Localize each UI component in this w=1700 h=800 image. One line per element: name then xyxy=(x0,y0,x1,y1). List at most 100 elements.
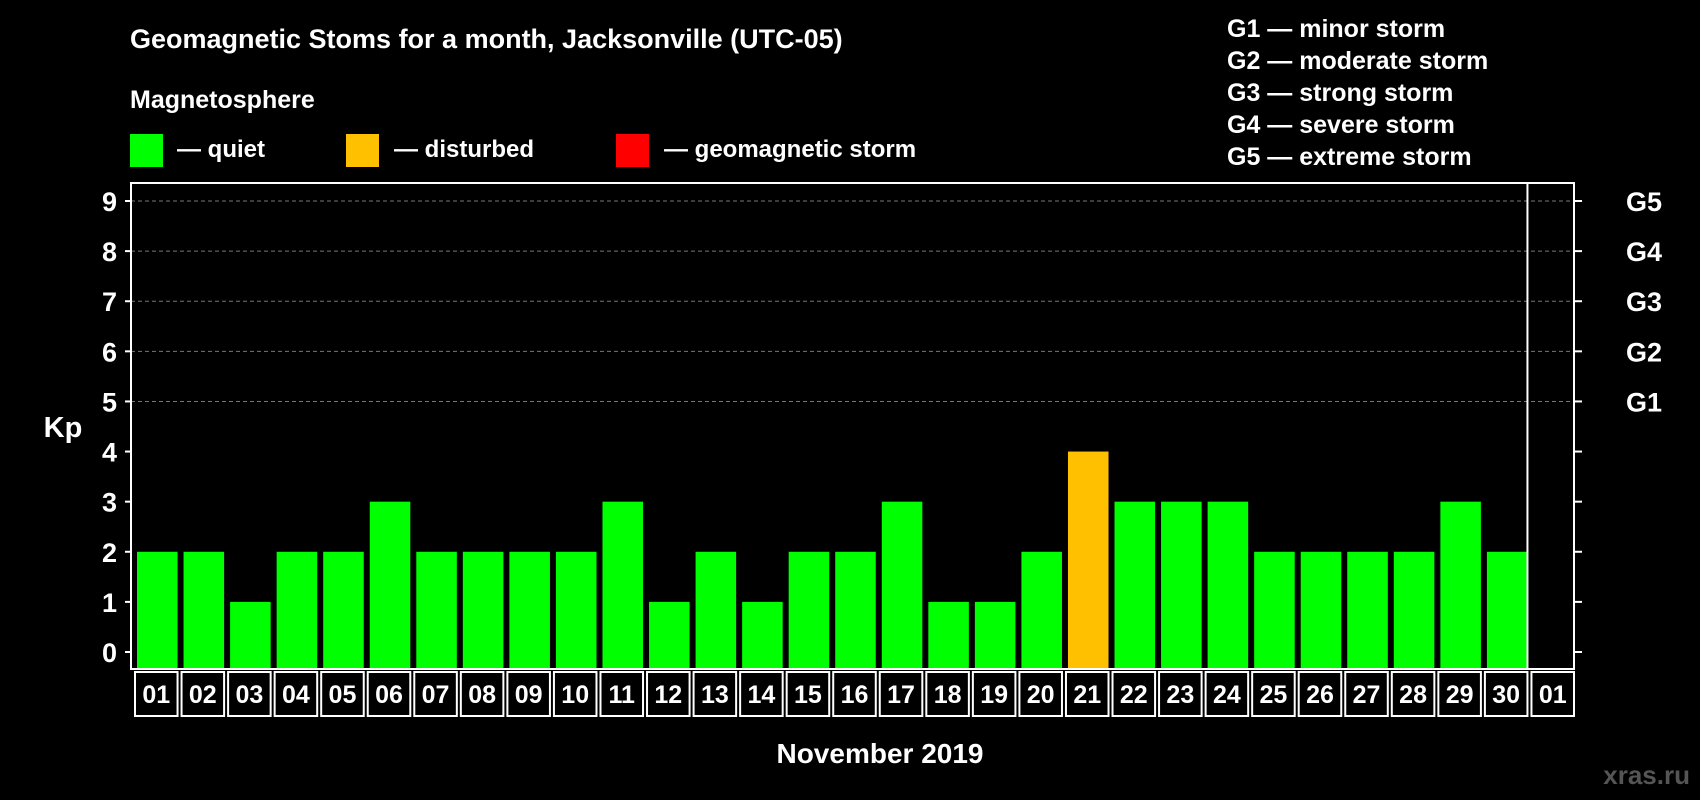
bar-13-12 xyxy=(695,551,737,669)
x-tick-label: 23 xyxy=(1166,681,1194,709)
x-tick-cell xyxy=(692,671,738,717)
x-tick-cell xyxy=(1344,671,1389,717)
legend: — quiet — disturbed — geomagnetic storm xyxy=(130,134,916,167)
storm-scale-g4: G4 — severe storm xyxy=(1227,111,1455,139)
x-tick-cell xyxy=(1158,671,1203,717)
y-tick-label: 1 xyxy=(102,588,117,618)
x-tick-label: 14 xyxy=(747,681,775,709)
bar-19-18 xyxy=(974,601,1016,669)
x-tick-label: 12 xyxy=(654,681,682,709)
x-tick-label: 09 xyxy=(515,681,543,709)
x-tick-label: 16 xyxy=(841,681,869,709)
bar-10-9 xyxy=(555,551,597,669)
y-tick-label: 8 xyxy=(102,237,117,267)
watermark: xras.ru xyxy=(1603,760,1690,790)
x-tick-label: 08 xyxy=(468,681,496,709)
x-tick-cell xyxy=(320,671,365,717)
x-axis-label: November 2019 xyxy=(776,738,983,769)
bar-25-24 xyxy=(1254,551,1295,669)
y-tick-label: 5 xyxy=(102,387,117,417)
x-tick-cell xyxy=(227,671,272,717)
g-scale-label-g3: G3 xyxy=(1626,287,1662,317)
y-tick-label: 3 xyxy=(102,488,117,518)
x-tick-cell xyxy=(273,671,319,717)
bar-05-4 xyxy=(323,551,364,669)
x-tick-label: 18 xyxy=(934,681,962,709)
x-tick-label: 27 xyxy=(1353,681,1381,709)
x-tick-cell xyxy=(785,671,831,717)
x-tick-cell xyxy=(739,671,784,717)
x-tick-label: 22 xyxy=(1120,681,1148,709)
y-axis: 0 1 2 3 4 5 6 7 8 9 xyxy=(102,187,131,668)
bar-02-1 xyxy=(183,551,225,669)
x-tick-cell xyxy=(925,671,970,717)
x-tick-cell xyxy=(134,671,179,717)
chart-title: Geomagnetic Stoms for a month, Jacksonvi… xyxy=(130,24,843,54)
x-tick-label: 03 xyxy=(235,681,263,709)
x-tick-cell xyxy=(1437,671,1482,717)
legend-swatch-disturbed xyxy=(346,134,379,167)
x-tick-label: 01 xyxy=(1539,681,1567,709)
x-tick-cell xyxy=(646,671,691,717)
storm-scale-g1: G1 — minor storm xyxy=(1227,15,1445,43)
bar-12-11 xyxy=(649,601,690,669)
y-tick-label: 9 xyxy=(102,187,117,217)
g-scale-label-g1: G1 xyxy=(1626,387,1662,417)
x-tick-cell xyxy=(971,671,1017,717)
x-tick-label: 17 xyxy=(887,681,915,709)
x-tick-label: 01 xyxy=(142,681,170,709)
x-tick-cell xyxy=(1530,671,1576,717)
bar-06-5 xyxy=(369,501,411,669)
x-tick-label: 05 xyxy=(329,681,357,709)
bar-18-17 xyxy=(928,601,969,669)
x-tick-cell xyxy=(506,671,551,717)
storm-scale: G1 — minor storm G2 — moderate storm G3 … xyxy=(1227,15,1488,171)
y-tick-label: 2 xyxy=(102,538,117,568)
bar-21-20 xyxy=(1067,451,1109,669)
x-tick-cell xyxy=(1390,671,1436,717)
g-scale-label-g2: G2 xyxy=(1626,337,1662,367)
bar-08-7 xyxy=(462,551,504,669)
x-tick-label: 07 xyxy=(422,681,450,709)
x-tick-label: 24 xyxy=(1213,681,1241,709)
bar-24-23 xyxy=(1207,501,1249,669)
x-tick-cell xyxy=(878,671,924,717)
x-tick-label: 15 xyxy=(794,681,822,709)
g-scale-axis: G1 G2 G3 G4 G5 xyxy=(1574,187,1662,653)
bar-29-28 xyxy=(1440,501,1481,669)
x-tick-cell xyxy=(1297,671,1343,717)
x-tick-label: 29 xyxy=(1446,681,1474,709)
bar-27-26 xyxy=(1347,551,1388,669)
x-tick-label: 25 xyxy=(1260,681,1288,709)
bar-30-29 xyxy=(1486,551,1528,669)
x-tick-label: 04 xyxy=(282,681,310,709)
x-tick-cell xyxy=(1018,671,1063,717)
x-tick-cell xyxy=(1204,671,1250,717)
bar-17-16 xyxy=(881,501,923,669)
g-scale-label-g5: G5 xyxy=(1626,187,1662,217)
x-tick-label: 26 xyxy=(1306,681,1334,709)
bar-26-25 xyxy=(1300,551,1342,669)
bar-14-13 xyxy=(742,601,783,669)
x-tick-label: 28 xyxy=(1399,681,1427,709)
x-tick-label: 21 xyxy=(1073,681,1101,709)
x-tick-cell xyxy=(599,671,645,717)
storm-scale-g5: G5 — extreme storm xyxy=(1227,143,1472,171)
legend-label-disturbed: — disturbed xyxy=(394,136,534,163)
x-tick-label: 20 xyxy=(1027,681,1055,709)
x-tick-cell xyxy=(832,671,877,717)
bar-04-3 xyxy=(276,551,318,669)
bar-11-10 xyxy=(602,501,644,669)
x-tick-label: 30 xyxy=(1492,681,1520,709)
x-tick-cell xyxy=(180,671,226,717)
x-tick-label: 19 xyxy=(980,681,1008,709)
bar-16-15 xyxy=(835,551,876,669)
legend-swatch-quiet xyxy=(130,134,163,167)
y-tick-label: 6 xyxy=(102,337,117,367)
x-tick-cell xyxy=(459,671,505,717)
x-tick-cell xyxy=(552,671,598,717)
x-tick-label: 10 xyxy=(561,681,589,709)
bar-series xyxy=(137,451,1528,669)
x-axis: 01 02 03 04 05 06 07 08 09 10 11 12 13 14 15 16 17 18 19 20… xyxy=(134,671,1576,717)
